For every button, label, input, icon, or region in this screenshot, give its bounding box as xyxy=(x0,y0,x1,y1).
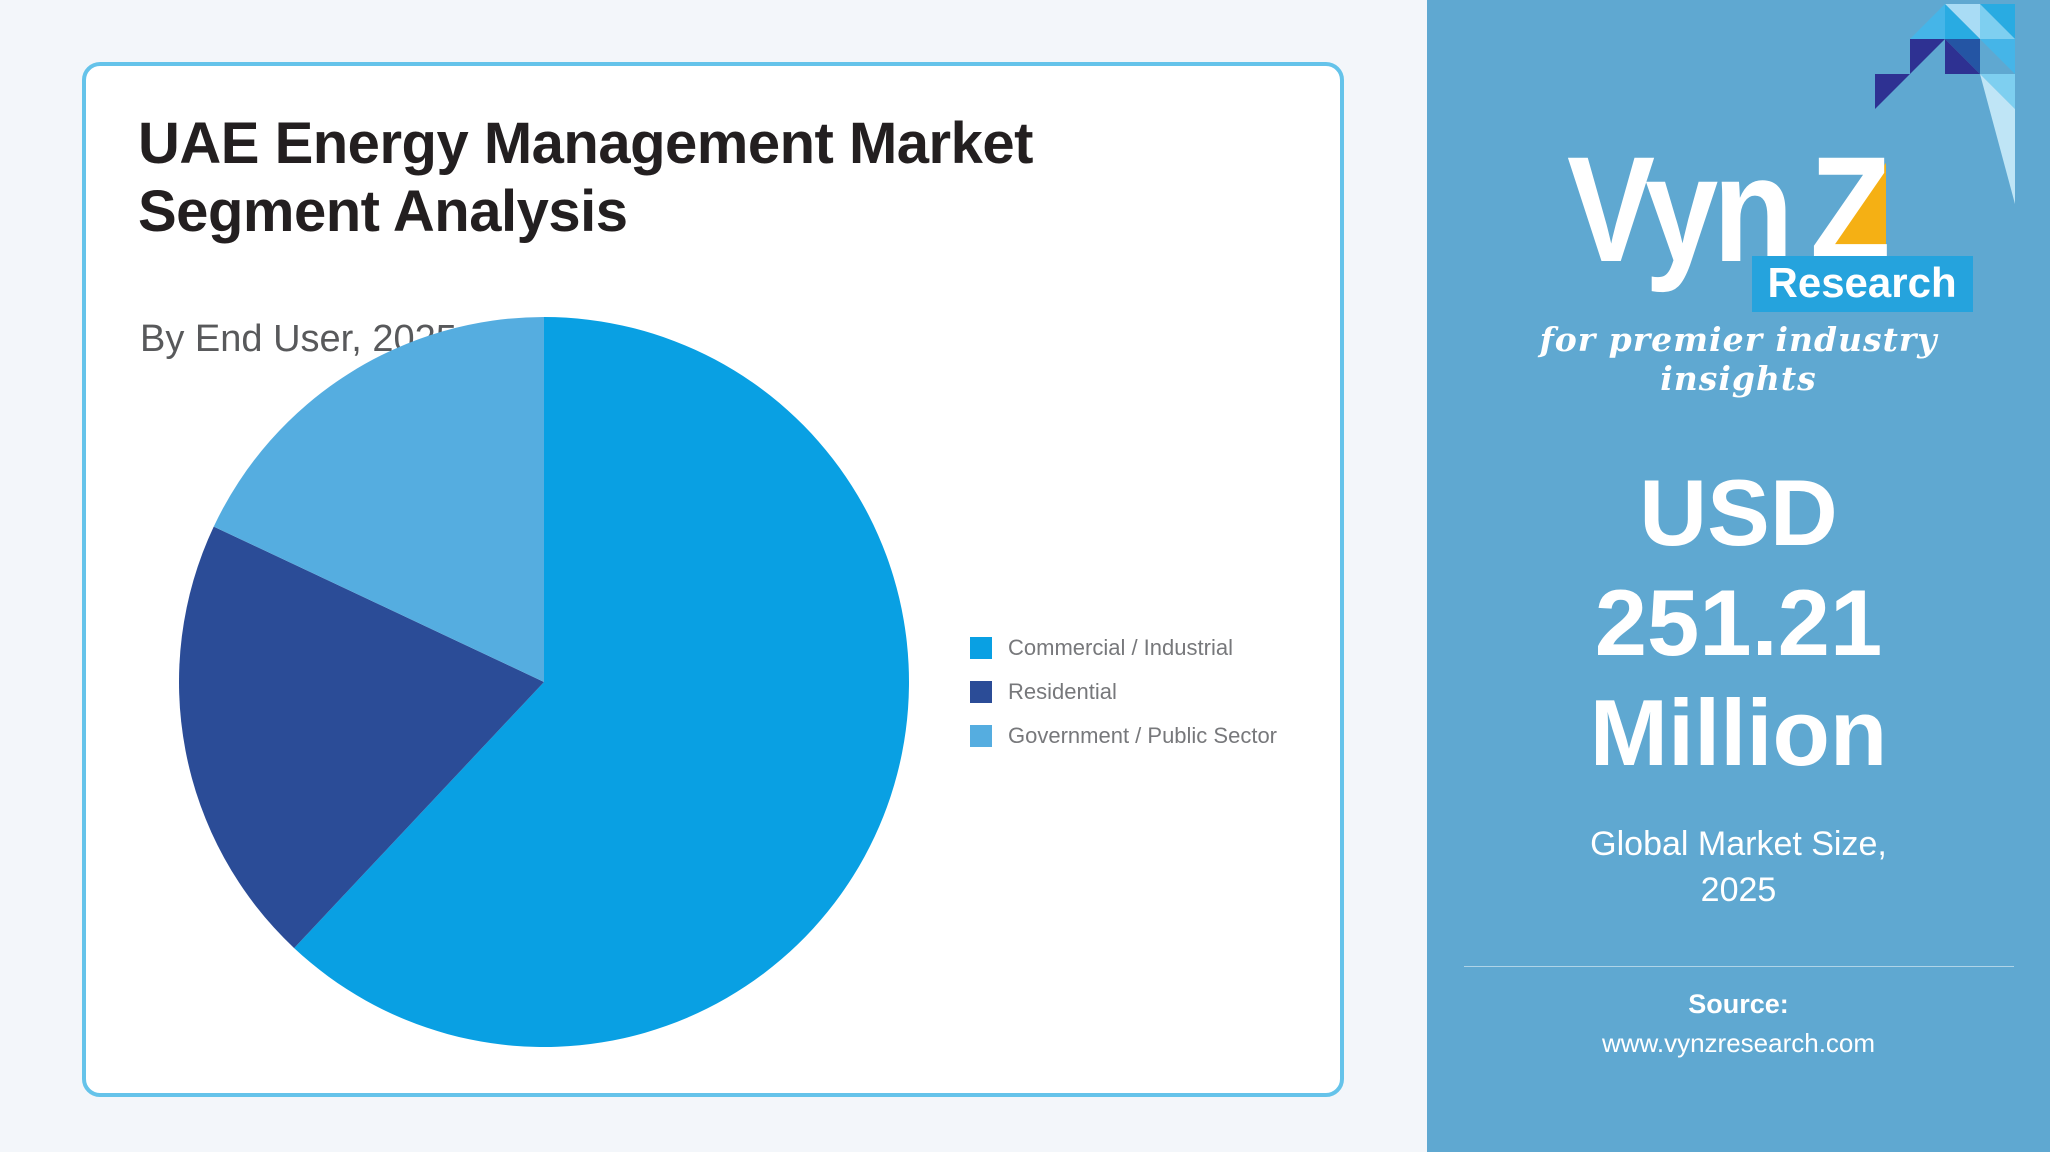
legend-swatch-icon xyxy=(970,681,992,703)
pie-slice-2 xyxy=(213,317,544,682)
legend-swatch-icon xyxy=(970,725,992,747)
vynz-wordmark: Vyn Z xyxy=(1567,134,1929,284)
legend-item-commercial-industrial: Commercial / Industrial xyxy=(970,626,1277,670)
pie-chart xyxy=(179,317,909,1047)
market-size-line: Million xyxy=(1589,679,1888,785)
vynz-logo: Vyn Z Research for p xyxy=(1479,4,2015,398)
pie-slice-0 xyxy=(294,317,909,1047)
legend-label: Residential xyxy=(1008,679,1117,704)
source-url-link[interactable]: www.vynzresearch.com xyxy=(1601,1027,1876,1058)
chart-card: UAE Energy Management Market Segment Ana… xyxy=(82,62,1344,1097)
market-size-line: 251.21 xyxy=(1594,569,1883,675)
logo-mosaic-icon xyxy=(1874,4,2015,204)
market-size-line: USD xyxy=(1639,460,1838,565)
source-label: Source: xyxy=(1688,988,1789,1019)
logo-tagline: for premier industry insights xyxy=(1539,320,1938,398)
legend-label: Government / Public Sector xyxy=(1008,723,1278,748)
pie-slice-1 xyxy=(179,526,544,949)
legend-item-residential: Residential xyxy=(970,670,1277,714)
market-caption-line: 2025 xyxy=(1700,870,1777,909)
pie-legend: Commercial / Industrial Residential Gove… xyxy=(970,626,1277,758)
pie-chart-container xyxy=(179,317,909,1047)
legend-label: Commercial / Industrial xyxy=(1008,635,1233,660)
brand-sidebar: Vyn Z Research for p xyxy=(1427,0,2050,1152)
market-size-value: USD 251.21 Million xyxy=(1590,458,1888,788)
market-size-caption: Global Market Size, 2025 xyxy=(1590,822,1887,914)
logo-research-badge: Research xyxy=(1751,256,1973,313)
chart-title: UAE Energy Management Market Segment Ana… xyxy=(138,111,1033,245)
market-caption-line: Global Market Size, xyxy=(1590,824,1887,863)
sidebar-divider xyxy=(1463,965,2014,967)
legend-item-government-public-sector: Government / Public Sector xyxy=(970,714,1277,758)
legend-swatch-icon xyxy=(970,637,992,659)
